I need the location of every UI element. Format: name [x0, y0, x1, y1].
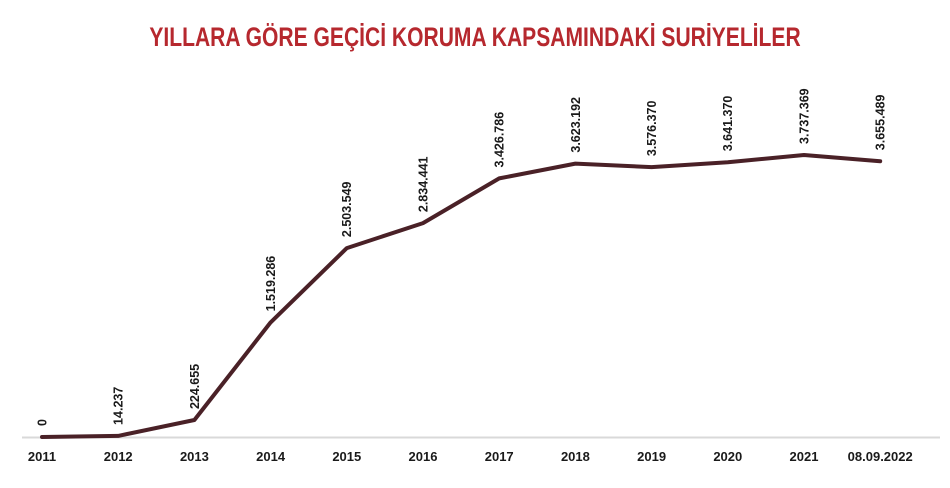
value-label: 224.655 — [188, 364, 202, 409]
x-axis-tick-label: 2018 — [561, 449, 590, 464]
x-axis-tick-label: 2017 — [485, 449, 514, 464]
value-label: 14.237 — [112, 387, 126, 425]
value-label: 2.834.441 — [416, 156, 430, 212]
value-label: 3.641.370 — [721, 96, 735, 152]
chart-title: YILLARA GÖRE GEÇİCİ KORUMA KAPSAMINDAKİ … — [149, 22, 801, 52]
x-axis-tick-label: 2013 — [180, 449, 209, 464]
x-axis-tick-label: 2019 — [637, 449, 666, 464]
value-label: 3.623.192 — [569, 97, 583, 153]
x-axis-tick-label: 08.09.2022 — [848, 449, 913, 464]
series-line — [40, 153, 883, 439]
value-label: 3.576.370 — [645, 100, 659, 156]
value-label: 0 — [35, 419, 49, 426]
x-axis-tick-label: 2021 — [790, 449, 819, 464]
value-label: 2.503.549 — [340, 181, 354, 237]
value-label: 3.426.786 — [493, 112, 507, 168]
value-label: 3.737.369 — [797, 88, 811, 144]
value-label: 1.519.286 — [264, 256, 278, 312]
value-label: 3.655.489 — [874, 95, 888, 151]
x-axis-tick-label: 2020 — [713, 449, 742, 464]
x-axis-tick-label: 2012 — [104, 449, 133, 464]
x-axis-tick-label: 2011 — [28, 449, 56, 464]
x-axis-tick-label: 2016 — [409, 449, 438, 464]
x-axis-tick-label: 2014 — [256, 449, 286, 464]
x-axis-tick-label: 2015 — [332, 449, 361, 464]
